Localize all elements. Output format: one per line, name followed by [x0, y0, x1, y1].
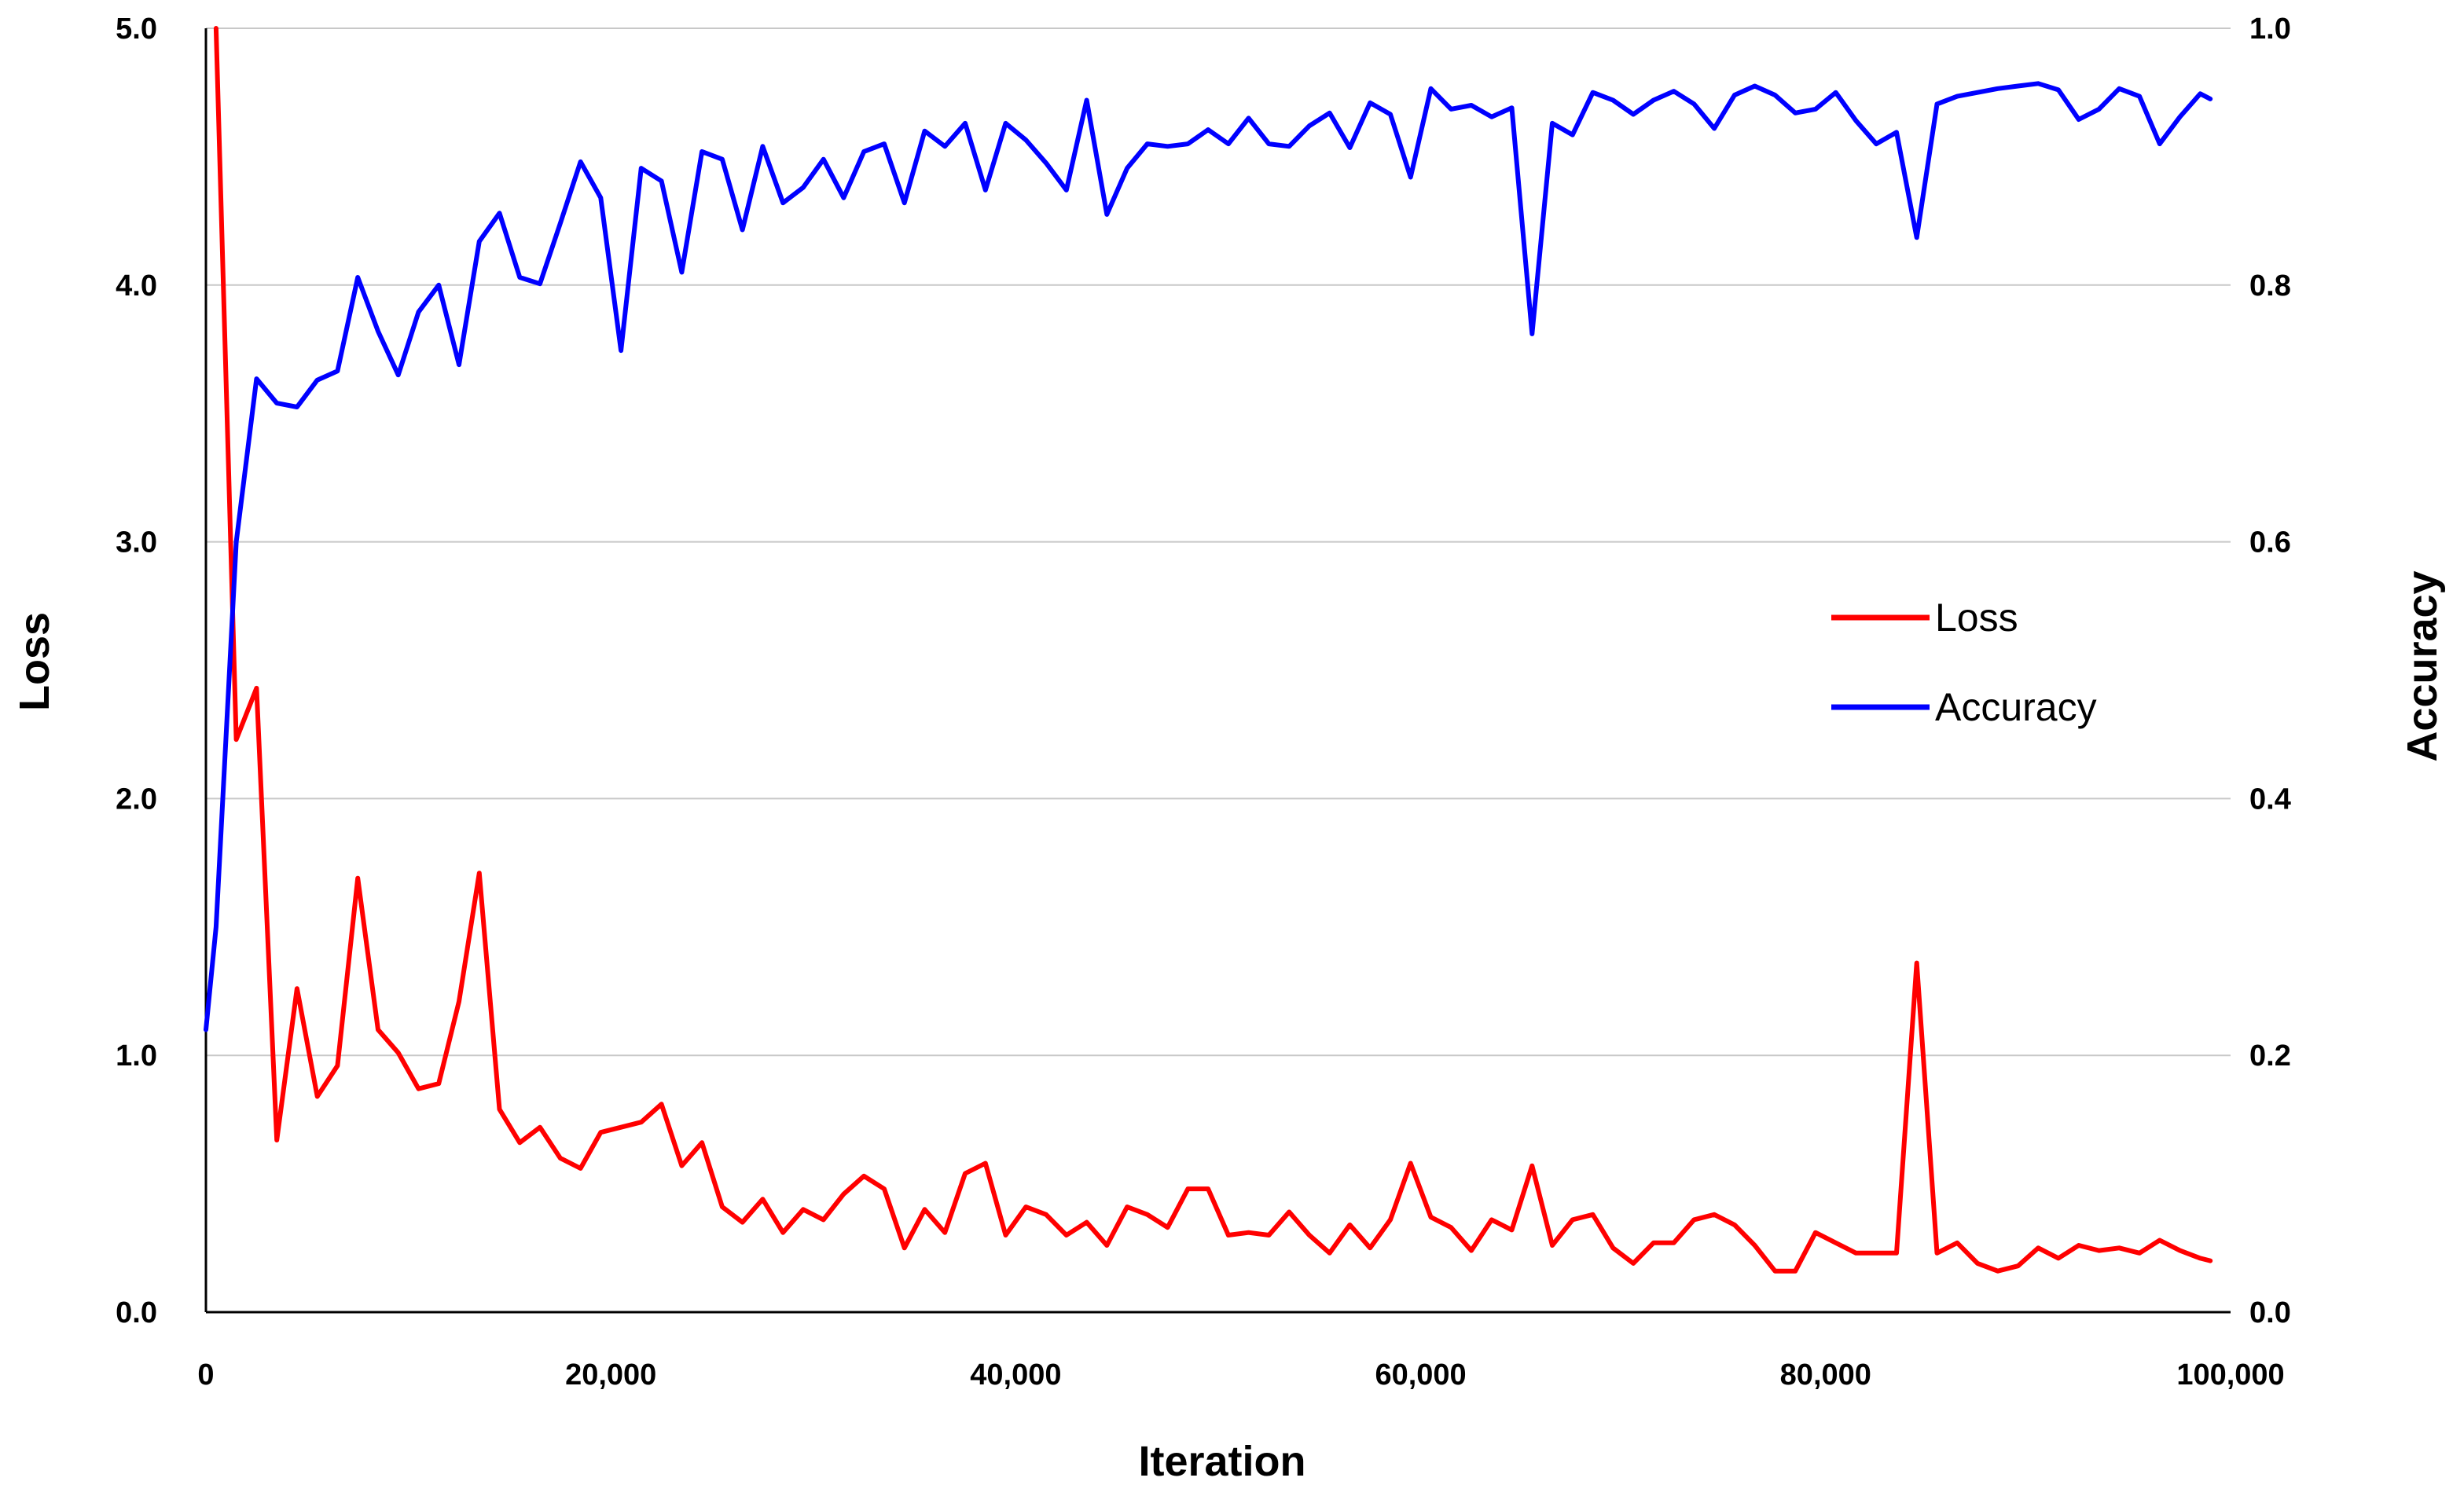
- y-left-tick-label: 4.0: [116, 270, 157, 302]
- x-tick-label: 0: [197, 1358, 214, 1392]
- y-right-tick-label: 0.6: [2249, 526, 2291, 559]
- y-left-tick-label: 5.0: [116, 13, 157, 46]
- legend-label-accuracy: Accuracy: [1935, 685, 2097, 729]
- y-right-tick-label: 0.0: [2249, 1296, 2291, 1329]
- x-tick-label: 60,000: [1375, 1358, 1466, 1392]
- x-tick-label: 20,000: [565, 1358, 656, 1392]
- series-lines: [204, 26, 2213, 1274]
- y-axis-right-title: Accuracy: [2399, 570, 2446, 761]
- tick-labels: 0.0 1.0 2.0 3.0 4.0 5.0 0.0 0.2 0.4 0.6 0.8 1.0 0 20,…: [116, 13, 2291, 1392]
- y-left-tick-label: 2.0: [116, 783, 157, 816]
- x-tick-label: 40,000: [970, 1358, 1061, 1392]
- y-left-tick-label: 3.0: [116, 526, 157, 559]
- y-right-tick-label: 1.0: [2249, 13, 2291, 46]
- y-right-tick-label: 0.4: [2249, 783, 2291, 816]
- x-tick-label: 100,000: [2176, 1358, 2284, 1392]
- legend: Loss Accuracy: [1831, 596, 2097, 729]
- legend-label-loss: Loss: [1935, 596, 2018, 640]
- series-line-loss: [213, 26, 2213, 1274]
- y-axis-left-title: Loss: [11, 612, 58, 711]
- y-right-tick-label: 0.8: [2249, 270, 2291, 302]
- y-right-tick-label: 0.2: [2249, 1040, 2291, 1072]
- x-tick-label: 80,000: [1780, 1358, 1871, 1392]
- axes: [204, 28, 2231, 1314]
- gridlines: [206, 28, 2231, 1057]
- y-left-tick-label: 1.0: [116, 1040, 157, 1072]
- y-left-tick-label: 0.0: [116, 1296, 157, 1329]
- x-axis-title: Iteration: [1138, 1438, 1305, 1485]
- series-line-accuracy: [204, 81, 2213, 1032]
